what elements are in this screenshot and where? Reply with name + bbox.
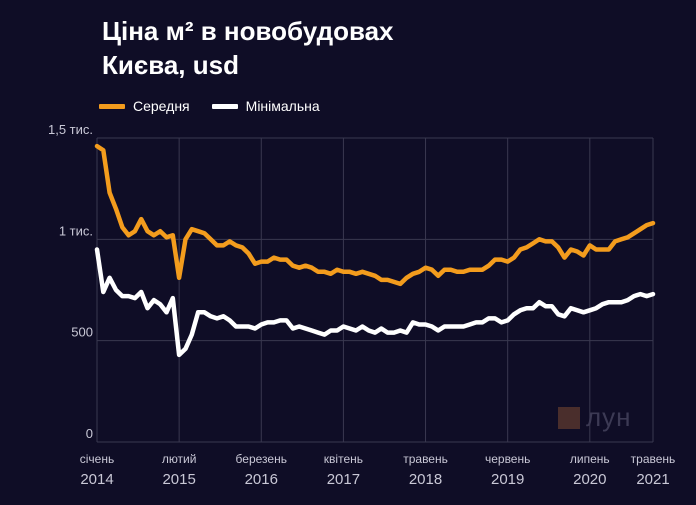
x-tick-month: березень [236,452,287,466]
legend-label-average: Середня [133,98,190,114]
series-line-minimum [94,247,656,358]
x-tick-month: лютий [162,452,197,466]
lun-watermark-text: лун [586,402,632,432]
x-tick-year: 2021 [636,471,669,488]
legend-swatch-average [99,103,125,109]
legend-item-average: Середня [99,98,190,114]
x-tick-month: квітень [324,452,363,466]
grid-layer [96,137,654,443]
x-tick-year: 2014 [80,471,113,488]
x-tick-year: 2018 [409,471,442,488]
x-tick-month: червень [485,452,530,466]
x-tick-year: 2016 [245,471,278,488]
y-tick-labels: 0 500 1 тис. 1,5 тис. [48,122,93,441]
chart-title: Ціна м² в новобудовах Києва, usd [102,14,394,82]
legend-label-minimum: Мінімальна [245,98,320,114]
x-tick-year: 2017 [327,471,360,488]
y-tick-label: 500 [71,325,93,340]
series-layer [94,143,656,358]
x-tick-year: 2015 [162,471,195,488]
x-tick-month: травень [403,452,448,466]
y-tick-label: 0 [86,426,93,441]
x-tick-month: липень [570,452,610,466]
x-tick-year: 2019 [491,471,524,488]
y-tick-label: 1 тис. [59,223,93,238]
lun-watermark: лун [558,402,632,433]
x-tick-year: 2020 [573,471,606,488]
legend-item-minimum: Мінімальна [211,98,320,114]
x-tick-month: січень [80,452,114,466]
legend-swatch-minimum [211,103,238,109]
chart-title-line-1: Ціна м² в новобудовах [102,16,394,46]
chart-title-line-2: Києва, usd [102,50,239,80]
x-tick-labels: січень 2014 лютий 2015 березень 2016 квітень 20… [80,452,676,488]
series-line-average [94,143,656,287]
x-tick-month: травень [631,452,676,466]
lun-logo-icon [558,406,580,429]
chart-legend: Середня Мінімальна [99,98,342,114]
y-tick-label: 1,5 тис. [48,122,93,137]
